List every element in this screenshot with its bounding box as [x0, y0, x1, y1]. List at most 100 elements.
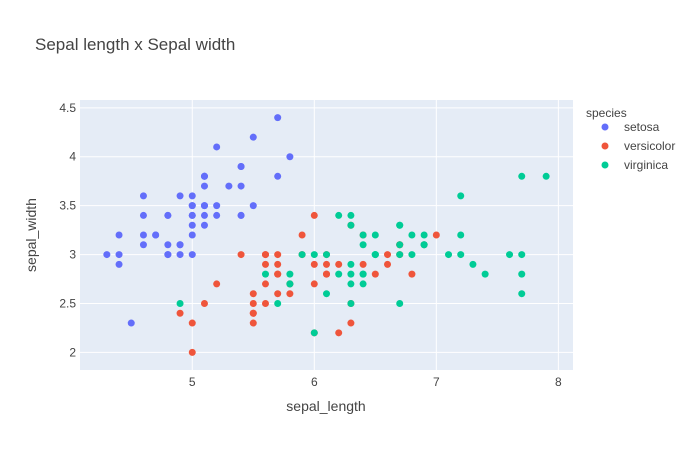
data-point-setosa[interactable]: [237, 163, 245, 171]
data-point-setosa[interactable]: [200, 172, 208, 180]
data-point-setosa[interactable]: [115, 251, 123, 259]
data-point-versicolor[interactable]: [359, 260, 367, 268]
data-point-versicolor[interactable]: [249, 309, 257, 317]
data-point-versicolor[interactable]: [286, 290, 294, 298]
data-point-setosa[interactable]: [237, 182, 245, 190]
data-point-virginica[interactable]: [310, 329, 318, 337]
data-point-virginica[interactable]: [347, 211, 355, 219]
data-point-setosa[interactable]: [188, 202, 196, 210]
data-point-setosa[interactable]: [249, 133, 257, 141]
data-point-virginica[interactable]: [506, 251, 514, 259]
data-point-versicolor[interactable]: [274, 270, 282, 278]
data-point-versicolor[interactable]: [274, 260, 282, 268]
data-point-virginica[interactable]: [371, 231, 379, 239]
data-point-virginica[interactable]: [261, 270, 269, 278]
data-point-versicolor[interactable]: [323, 270, 330, 278]
data-point-virginica[interactable]: [286, 280, 294, 288]
data-point-virginica[interactable]: [359, 241, 367, 249]
legend-marker-versicolor[interactable]: [601, 142, 609, 150]
data-point-setosa[interactable]: [139, 211, 147, 219]
data-point-setosa[interactable]: [115, 231, 123, 239]
data-point-virginica[interactable]: [371, 251, 379, 259]
data-point-versicolor[interactable]: [335, 260, 343, 268]
data-point-versicolor[interactable]: [432, 231, 440, 239]
data-point-virginica[interactable]: [457, 192, 465, 200]
data-point-setosa[interactable]: [176, 192, 184, 200]
data-point-virginica[interactable]: [469, 260, 477, 268]
data-point-setosa[interactable]: [274, 114, 282, 122]
data-point-setosa[interactable]: [188, 231, 196, 239]
data-point-versicolor[interactable]: [261, 260, 269, 268]
data-point-setosa[interactable]: [237, 211, 245, 219]
data-point-virginica[interactable]: [420, 241, 428, 249]
data-point-setosa[interactable]: [213, 143, 221, 151]
data-point-setosa[interactable]: [127, 319, 135, 327]
data-point-setosa[interactable]: [188, 221, 196, 229]
data-point-setosa[interactable]: [200, 221, 208, 229]
data-point-virginica[interactable]: [347, 270, 355, 278]
data-point-virginica[interactable]: [298, 251, 306, 259]
data-point-setosa[interactable]: [139, 241, 147, 249]
data-point-setosa[interactable]: [164, 211, 172, 219]
data-point-virginica[interactable]: [457, 231, 465, 239]
data-point-setosa[interactable]: [176, 241, 184, 249]
data-point-setosa[interactable]: [152, 231, 160, 239]
data-point-virginica[interactable]: [481, 270, 489, 278]
data-point-versicolor[interactable]: [274, 251, 282, 259]
data-point-setosa[interactable]: [139, 231, 147, 239]
data-point-virginica[interactable]: [542, 172, 550, 180]
data-point-virginica[interactable]: [323, 290, 330, 298]
data-point-versicolor[interactable]: [213, 280, 221, 288]
data-point-setosa[interactable]: [139, 192, 147, 200]
data-point-versicolor[interactable]: [310, 260, 318, 268]
data-point-setosa[interactable]: [188, 211, 196, 219]
legend-marker-setosa[interactable]: [601, 123, 609, 131]
data-point-versicolor[interactable]: [408, 270, 416, 278]
data-point-virginica[interactable]: [274, 299, 282, 307]
data-point-virginica[interactable]: [335, 270, 343, 278]
data-point-setosa[interactable]: [188, 192, 196, 200]
data-point-setosa[interactable]: [164, 241, 172, 249]
data-point-virginica[interactable]: [335, 211, 343, 219]
data-point-versicolor[interactable]: [347, 319, 355, 327]
data-point-virginica[interactable]: [408, 251, 416, 259]
data-point-setosa[interactable]: [225, 182, 233, 190]
data-point-virginica[interactable]: [518, 270, 526, 278]
data-point-versicolor[interactable]: [371, 270, 379, 278]
data-point-versicolor[interactable]: [249, 299, 257, 307]
data-point-virginica[interactable]: [323, 251, 330, 259]
data-point-virginica[interactable]: [359, 231, 367, 239]
data-point-setosa[interactable]: [213, 202, 221, 210]
data-point-virginica[interactable]: [310, 251, 318, 259]
data-point-virginica[interactable]: [445, 251, 453, 259]
data-point-virginica[interactable]: [396, 299, 404, 307]
data-point-versicolor[interactable]: [188, 348, 196, 356]
data-point-versicolor[interactable]: [384, 260, 392, 268]
data-point-virginica[interactable]: [518, 290, 526, 298]
data-point-versicolor[interactable]: [237, 251, 245, 259]
data-point-virginica[interactable]: [457, 251, 465, 259]
data-point-versicolor[interactable]: [274, 290, 282, 298]
data-point-versicolor[interactable]: [188, 319, 196, 327]
data-point-setosa[interactable]: [213, 211, 221, 219]
data-point-setosa[interactable]: [164, 251, 172, 259]
data-point-virginica[interactable]: [347, 260, 355, 268]
data-point-versicolor[interactable]: [261, 280, 269, 288]
data-point-versicolor[interactable]: [200, 299, 208, 307]
legend-label-setosa[interactable]: setosa: [624, 120, 660, 134]
data-point-setosa[interactable]: [200, 182, 208, 190]
data-point-setosa[interactable]: [188, 251, 196, 259]
data-point-setosa[interactable]: [249, 202, 257, 210]
data-point-virginica[interactable]: [176, 299, 184, 307]
data-point-setosa[interactable]: [103, 251, 111, 259]
data-point-versicolor[interactable]: [310, 211, 318, 219]
legend-label-virginica[interactable]: virginica: [624, 158, 668, 172]
data-point-versicolor[interactable]: [310, 280, 318, 288]
data-point-versicolor[interactable]: [249, 290, 257, 298]
data-point-virginica[interactable]: [359, 280, 367, 288]
data-point-virginica[interactable]: [347, 280, 355, 288]
data-point-versicolor[interactable]: [323, 260, 330, 268]
data-point-virginica[interactable]: [347, 221, 355, 229]
data-point-virginica[interactable]: [396, 251, 404, 259]
data-point-setosa[interactable]: [176, 251, 184, 259]
